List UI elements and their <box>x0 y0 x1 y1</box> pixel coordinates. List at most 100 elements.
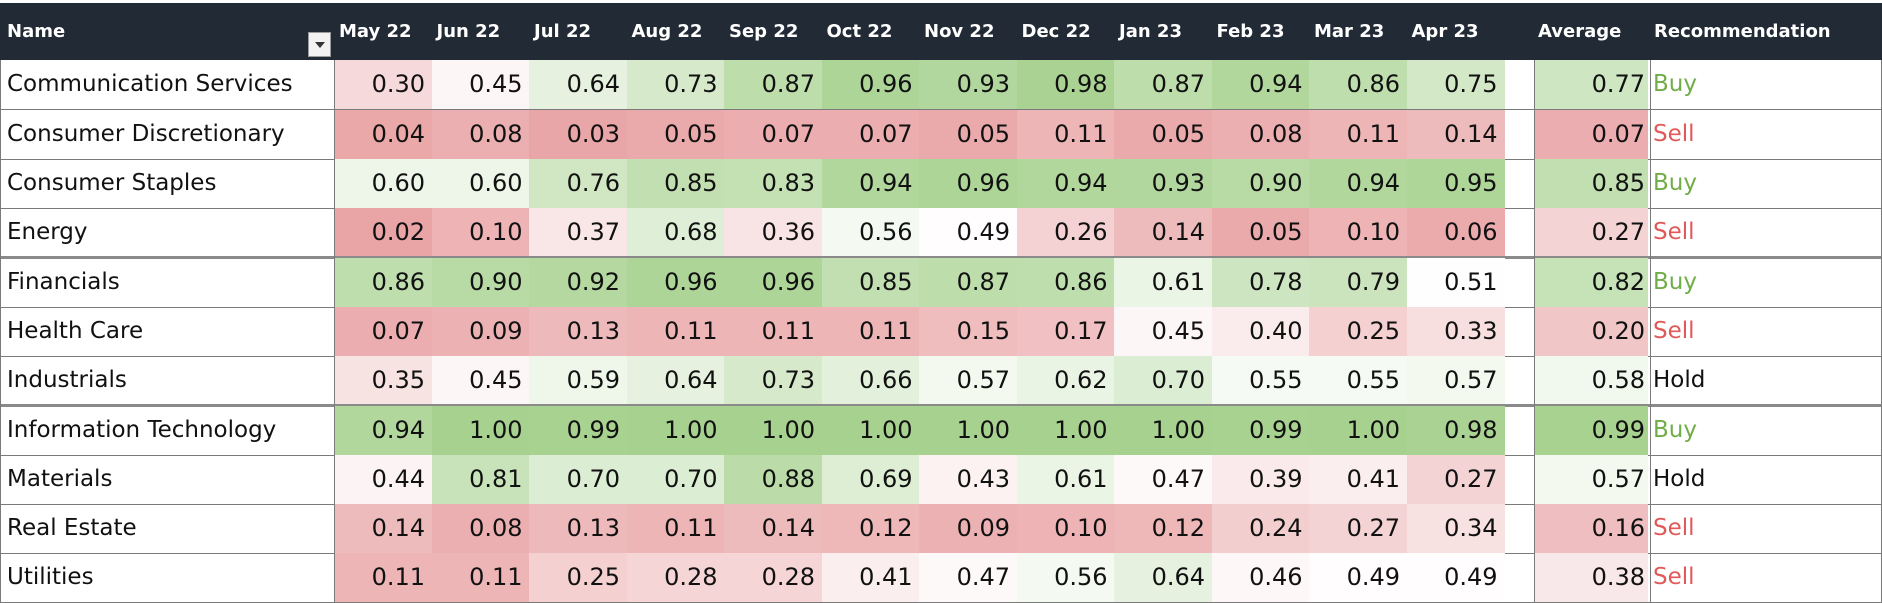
average-cell[interactable]: 0.82 <box>1534 258 1648 307</box>
value-cell[interactable]: 1.00 <box>919 406 1017 455</box>
column-header-month[interactable]: Jul 22 <box>534 21 591 42</box>
value-cell[interactable]: 0.59 <box>529 356 627 405</box>
value-cell[interactable]: 0.07 <box>724 110 822 159</box>
value-cell[interactable]: 0.28 <box>724 553 822 602</box>
value-cell[interactable]: 0.90 <box>431 258 530 307</box>
value-cell[interactable]: 0.28 <box>626 553 725 602</box>
value-cell[interactable]: 0.94 <box>1211 60 1310 109</box>
column-header-recommendation[interactable]: Recommendation <box>1654 21 1831 42</box>
value-cell[interactable]: 0.56 <box>821 208 920 257</box>
row-name[interactable]: Consumer Discretionary <box>7 121 285 147</box>
average-cell[interactable]: 0.58 <box>1534 356 1648 405</box>
value-cell[interactable]: 0.88 <box>724 455 822 504</box>
value-cell[interactable]: 0.05 <box>1114 110 1212 159</box>
value-cell[interactable]: 0.76 <box>529 159 627 208</box>
recommendation-cell[interactable]: Sell <box>1653 564 1695 590</box>
value-cell[interactable]: 0.11 <box>431 553 530 602</box>
value-cell[interactable]: 0.09 <box>431 307 530 356</box>
row-name[interactable]: Industrials <box>7 367 127 393</box>
value-cell[interactable]: 0.87 <box>724 60 822 109</box>
recommendation-cell[interactable]: Sell <box>1653 219 1695 245</box>
value-cell[interactable]: 0.86 <box>334 258 432 307</box>
average-cell[interactable]: 0.20 <box>1534 307 1648 356</box>
value-cell[interactable]: 0.09 <box>919 504 1017 553</box>
value-cell[interactable]: 0.49 <box>919 208 1017 257</box>
value-cell[interactable]: 0.11 <box>724 307 822 356</box>
column-header-month[interactable]: Feb 23 <box>1216 21 1285 42</box>
recommendation-cell[interactable]: Buy <box>1653 170 1697 196</box>
value-cell[interactable]: 0.51 <box>1406 258 1505 307</box>
value-cell[interactable]: 0.11 <box>821 307 920 356</box>
row-name[interactable]: Utilities <box>7 564 94 590</box>
row-name[interactable]: Financials <box>7 269 120 295</box>
value-cell[interactable]: 0.11 <box>1309 110 1407 159</box>
value-cell[interactable]: 0.14 <box>334 504 432 553</box>
value-cell[interactable]: 0.85 <box>821 258 920 307</box>
value-cell[interactable]: 0.45 <box>431 60 530 109</box>
average-cell[interactable]: 0.27 <box>1534 208 1648 257</box>
value-cell[interactable]: 0.07 <box>821 110 920 159</box>
value-cell[interactable]: 0.10 <box>431 208 530 257</box>
value-cell[interactable]: 0.14 <box>1406 110 1505 159</box>
value-cell[interactable]: 0.99 <box>529 406 627 455</box>
table-row[interactable]: Information Technology 0.94 1.00 0.99 1.00 1.… <box>0 406 1882 456</box>
table-row[interactable]: Consumer Discretionary 0.04 0.08 0.03 0.05 0.… <box>0 110 1882 160</box>
value-cell[interactable]: 0.70 <box>529 455 627 504</box>
average-cell[interactable]: 0.85 <box>1534 159 1648 208</box>
value-cell[interactable]: 0.41 <box>1309 455 1407 504</box>
value-cell[interactable]: 1.00 <box>821 406 920 455</box>
value-cell[interactable]: 0.78 <box>1211 258 1310 307</box>
value-cell[interactable]: 0.13 <box>529 504 627 553</box>
value-cell[interactable]: 0.30 <box>334 60 432 109</box>
value-cell[interactable]: 0.96 <box>724 258 822 307</box>
value-cell[interactable]: 0.07 <box>334 307 432 356</box>
value-cell[interactable]: 0.64 <box>529 60 627 109</box>
value-cell[interactable]: 0.85 <box>626 159 725 208</box>
value-cell[interactable]: 0.86 <box>1016 258 1115 307</box>
value-cell[interactable]: 0.47 <box>919 553 1017 602</box>
value-cell[interactable]: 0.66 <box>821 356 920 405</box>
column-header-month[interactable]: Jun 22 <box>436 21 501 42</box>
table-row[interactable]: Real Estate 0.14 0.08 0.13 0.11 0.14 0.12 0.09 0… <box>0 504 1882 554</box>
value-cell[interactable]: 0.04 <box>334 110 432 159</box>
row-name[interactable]: Energy <box>7 219 88 245</box>
average-cell[interactable]: 0.99 <box>1534 406 1648 455</box>
value-cell[interactable]: 0.05 <box>919 110 1017 159</box>
value-cell[interactable]: 0.10 <box>1309 208 1407 257</box>
value-cell[interactable]: 0.99 <box>1211 406 1310 455</box>
value-cell[interactable]: 0.37 <box>529 208 627 257</box>
row-name[interactable]: Real Estate <box>7 515 137 541</box>
filter-dropdown-button[interactable] <box>308 32 331 57</box>
value-cell[interactable]: 0.14 <box>1114 208 1212 257</box>
column-header-month[interactable]: Aug 22 <box>631 21 703 42</box>
value-cell[interactable]: 1.00 <box>724 406 822 455</box>
value-cell[interactable]: 0.94 <box>1309 159 1407 208</box>
value-cell[interactable]: 0.26 <box>1016 208 1115 257</box>
value-cell[interactable]: 0.87 <box>1114 60 1212 109</box>
value-cell[interactable]: 0.27 <box>1406 455 1505 504</box>
value-cell[interactable]: 1.00 <box>1114 406 1212 455</box>
recommendation-cell[interactable]: Buy <box>1653 269 1697 295</box>
value-cell[interactable]: 0.60 <box>334 159 432 208</box>
column-header-month[interactable]: Jan 23 <box>1119 21 1182 42</box>
value-cell[interactable]: 0.47 <box>1114 455 1212 504</box>
value-cell[interactable]: 0.15 <box>919 307 1017 356</box>
value-cell[interactable]: 0.34 <box>1406 504 1505 553</box>
value-cell[interactable]: 0.73 <box>724 356 822 405</box>
value-cell[interactable]: 0.27 <box>1309 504 1407 553</box>
table-row[interactable]: Materials 0.44 0.81 0.70 0.70 0.88 0.69 0.43 0.6… <box>0 455 1882 505</box>
value-cell[interactable]: 0.79 <box>1309 258 1407 307</box>
column-header-month[interactable]: Apr 23 <box>1411 21 1479 42</box>
column-header-month[interactable]: Nov 22 <box>924 21 995 42</box>
value-cell[interactable]: 0.45 <box>431 356 530 405</box>
value-cell[interactable]: 0.96 <box>626 258 725 307</box>
value-cell[interactable]: 0.35 <box>334 356 432 405</box>
value-cell[interactable]: 0.60 <box>431 159 530 208</box>
recommendation-cell[interactable]: Sell <box>1653 121 1695 147</box>
value-cell[interactable]: 0.93 <box>1114 159 1212 208</box>
value-cell[interactable]: 0.95 <box>1406 159 1505 208</box>
value-cell[interactable]: 0.64 <box>1114 553 1212 602</box>
value-cell[interactable]: 0.93 <box>919 60 1017 109</box>
column-header-month[interactable]: May 22 <box>339 21 412 42</box>
recommendation-cell[interactable]: Hold <box>1653 367 1706 393</box>
